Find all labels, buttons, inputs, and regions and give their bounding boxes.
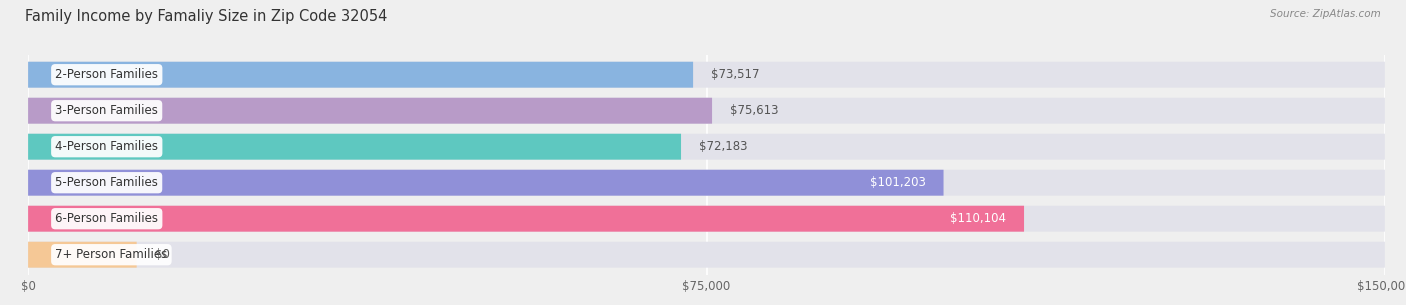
- Text: 7+ Person Families: 7+ Person Families: [55, 248, 167, 261]
- FancyBboxPatch shape: [28, 98, 1385, 124]
- FancyBboxPatch shape: [28, 134, 1385, 160]
- FancyBboxPatch shape: [28, 62, 1385, 88]
- Text: 2-Person Families: 2-Person Families: [55, 68, 159, 81]
- Text: 6-Person Families: 6-Person Families: [55, 212, 159, 225]
- FancyBboxPatch shape: [28, 242, 136, 268]
- Text: $72,183: $72,183: [699, 140, 748, 153]
- Text: 5-Person Families: 5-Person Families: [55, 176, 157, 189]
- Text: $0: $0: [155, 248, 170, 261]
- FancyBboxPatch shape: [28, 134, 681, 160]
- FancyBboxPatch shape: [28, 62, 693, 88]
- Text: $101,203: $101,203: [869, 176, 925, 189]
- FancyBboxPatch shape: [28, 206, 1385, 232]
- FancyBboxPatch shape: [28, 206, 1024, 232]
- Text: 4-Person Families: 4-Person Families: [55, 140, 159, 153]
- Text: 3-Person Families: 3-Person Families: [55, 104, 157, 117]
- Text: $75,613: $75,613: [730, 104, 779, 117]
- Text: Family Income by Famaliy Size in Zip Code 32054: Family Income by Famaliy Size in Zip Cod…: [25, 9, 388, 24]
- FancyBboxPatch shape: [28, 170, 943, 196]
- FancyBboxPatch shape: [28, 242, 1385, 268]
- FancyBboxPatch shape: [28, 170, 1385, 196]
- FancyBboxPatch shape: [28, 98, 711, 124]
- Text: Source: ZipAtlas.com: Source: ZipAtlas.com: [1270, 9, 1381, 19]
- Text: $73,517: $73,517: [711, 68, 759, 81]
- Text: $110,104: $110,104: [950, 212, 1005, 225]
